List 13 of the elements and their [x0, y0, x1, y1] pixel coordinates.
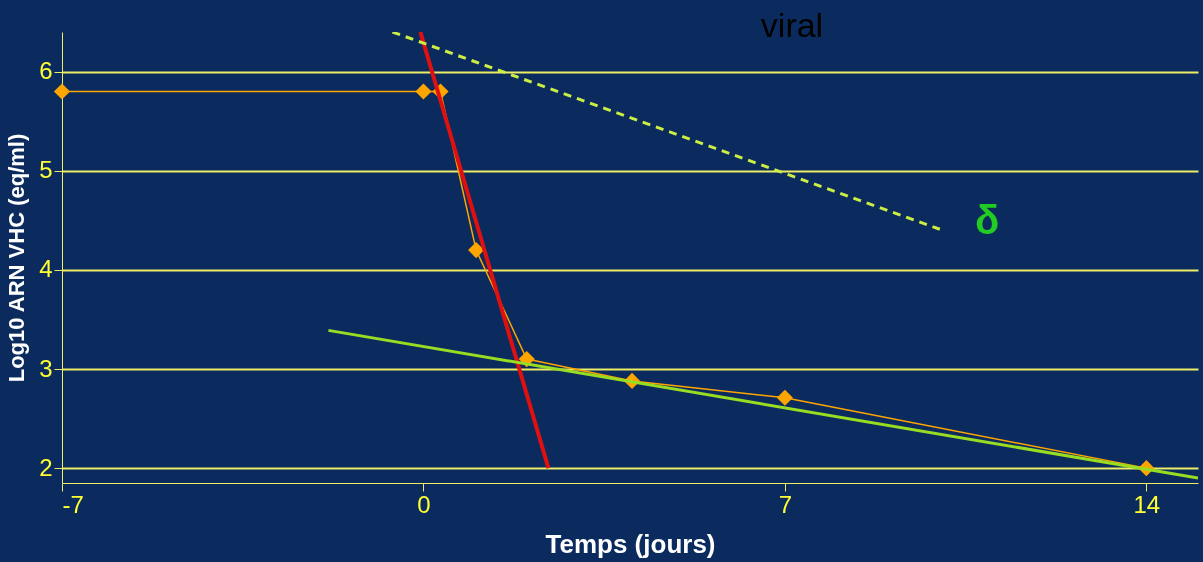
- y-axis-title: Log10 ARN VHC (eq/ml): [4, 133, 30, 383]
- x-axis-title: Temps (jours): [545, 528, 716, 559]
- x-tick-label: 14: [1133, 490, 1161, 518]
- x-tick-label: 7: [778, 490, 793, 518]
- y-tick-label: 3: [39, 354, 53, 382]
- x-tick-label: -7: [62, 490, 84, 518]
- x-tick-label: 0: [417, 490, 431, 518]
- y-tick-label: 5: [39, 156, 53, 184]
- y-tick-label: 6: [39, 57, 53, 85]
- y-tick-label: 4: [39, 255, 53, 283]
- annotation: viral: [760, 6, 824, 44]
- y-tick-label: 2: [39, 453, 53, 481]
- annotation: δ: [974, 198, 1000, 242]
